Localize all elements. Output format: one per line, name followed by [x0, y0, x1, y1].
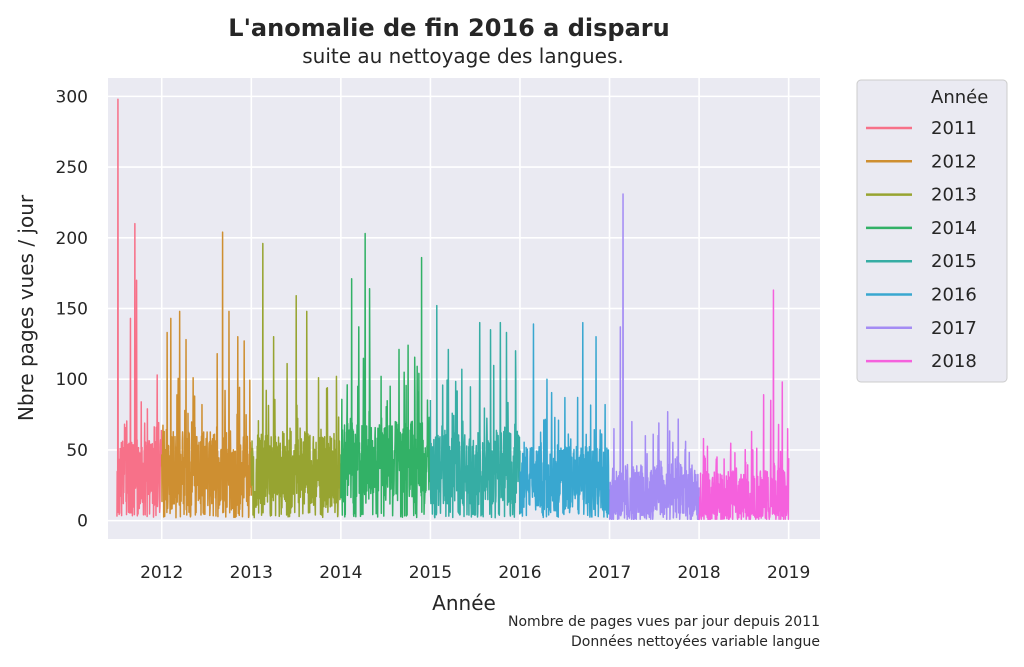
- tick-labels: 2012 2013 2014 2015 2016 2017 2018 2019 0 50 100 15…: [56, 87, 811, 583]
- y-tick-label-0: 0: [77, 512, 88, 532]
- series-line-2013: [250, 242, 342, 519]
- legend-label-2011: 2011: [931, 118, 977, 139]
- legend-label-2015: 2015: [931, 251, 977, 272]
- series-line-2017: [608, 193, 700, 520]
- x-tick-label-2015: 2015: [409, 563, 452, 583]
- x-tick-label-2016: 2016: [498, 563, 541, 583]
- legend-label-2014: 2014: [931, 218, 977, 239]
- footnote-line-2: Données nettoyées variable langue: [571, 634, 820, 650]
- y-tick-label-300: 300: [56, 87, 88, 107]
- series-line-2011: [116, 98, 163, 518]
- x-axis-label: Année: [432, 591, 496, 615]
- series-line-2014: [340, 232, 432, 519]
- x-tick-label-2012: 2012: [140, 563, 183, 583]
- y-tick-label-150: 150: [56, 300, 88, 320]
- series-line-2012: [160, 231, 253, 519]
- legend-label-2017: 2017: [931, 318, 977, 339]
- legend-title: Année: [931, 87, 988, 108]
- y-tick-label-250: 250: [56, 158, 88, 178]
- y-tick-label-100: 100: [56, 370, 88, 390]
- x-tick-label-2018: 2018: [677, 563, 720, 583]
- x-tick-label-2014: 2014: [319, 563, 362, 583]
- series-group: [116, 98, 790, 520]
- legend: Année 2011 2012 2013 2014 2015 2016 2017 2018: [856, 79, 1008, 383]
- legend-box: [856, 79, 1008, 383]
- legend-label-2013: 2013: [931, 185, 977, 206]
- y-axis-label: Nbre pages vues / jour: [14, 194, 38, 421]
- y-tick-label-50: 50: [66, 441, 88, 461]
- x-tick-label-2017: 2017: [588, 563, 631, 583]
- series-line-2016: [519, 321, 611, 519]
- series-line-2018: [698, 289, 790, 520]
- series-line-2015: [429, 304, 521, 519]
- x-tick-label-2019: 2019: [767, 563, 810, 583]
- legend-label-2018: 2018: [931, 351, 977, 372]
- chart-subtitle: suite au nettoyage des langues.: [302, 44, 624, 68]
- y-tick-label-200: 200: [56, 229, 88, 249]
- x-tick-label-2013: 2013: [230, 563, 273, 583]
- legend-label-2012: 2012: [931, 151, 977, 172]
- legend-label-2016: 2016: [931, 285, 977, 306]
- chart-title: L'anomalie de fin 2016 a disparu: [228, 14, 669, 42]
- footnote-line-1: Nombre de pages vues par jour depuis 201…: [508, 614, 820, 630]
